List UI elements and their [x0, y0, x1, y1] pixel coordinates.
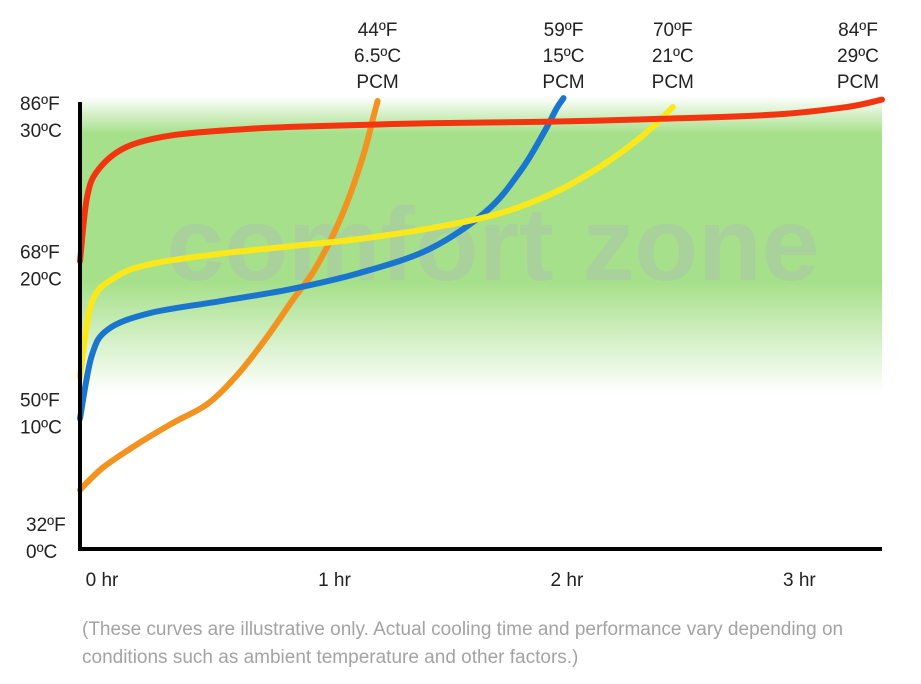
- series-label-4-line-3: PCM: [837, 72, 879, 93]
- series-label-4: 84ºF 29ºC PCM: [837, 20, 879, 93]
- x-tick-label-1: 0 hr: [86, 570, 119, 591]
- y-tick-label-f-4: 32ºF: [26, 515, 66, 536]
- series-label-1-line-2: 6.5ºC: [354, 46, 401, 67]
- series-label-4-line-1: 84ºF: [838, 20, 878, 41]
- series-label-3: 70ºF 21ºC PCM: [652, 20, 694, 93]
- series-label-1-line-1: 44ºF: [358, 20, 398, 41]
- series-label-1: 44ºF 6.5ºC PCM: [354, 20, 401, 93]
- series-line-3: [77, 104, 676, 380]
- series-label-3-line-2: 21ºC: [652, 46, 694, 67]
- series-layer: [77, 95, 885, 493]
- series-label-3-line-1: 70ºF: [653, 20, 693, 41]
- y-tick-label-c-2: 20ºC: [20, 269, 62, 290]
- x-tick-label-4: 3 hr: [783, 570, 816, 591]
- footnote-disclaimer: (These curves are illustrative only. Act…: [82, 619, 844, 668]
- series-label-2-line-2: 15ºC: [543, 46, 585, 67]
- series-label-1-line-3: PCM: [356, 72, 398, 93]
- y-tick-label-f-3: 50ºF: [20, 391, 60, 412]
- series-line-4: [77, 96, 885, 265]
- series-label-2-line-1: 59ºF: [544, 20, 584, 41]
- y-tick-label-c-3: 10ºC: [20, 418, 62, 439]
- x-tick-label-2: 1 hr: [318, 570, 351, 591]
- y-tick-label-c-4: 0ºC: [26, 542, 57, 563]
- y-tick-labels: 86ºF 30ºC 68ºF 20ºC 50ºF 10ºC 32ºF 0ºC: [20, 94, 66, 563]
- series-label-3-line-3: PCM: [652, 72, 694, 93]
- series-line-1: [77, 98, 381, 493]
- series-label-2-line-3: PCM: [542, 72, 584, 93]
- y-tick-label-f-2: 68ºF: [20, 242, 60, 263]
- comfort-zone-band: [80, 96, 882, 394]
- y-tick-label-f-1: 86ºF: [20, 94, 60, 115]
- series-label-4-line-2: 29ºC: [837, 46, 879, 67]
- x-tick-labels: 0 hr 1 hr 2 hr 3 hr: [86, 570, 817, 591]
- series-line-2: [77, 95, 567, 422]
- series-labels: 44ºF 6.5ºC PCM 59ºF 15ºC PCM 70ºF 21ºC PCM 84ºF 29…: [354, 20, 879, 93]
- series-label-2: 59ºF 15ºC PCM: [542, 20, 584, 93]
- x-tick-label-3: 2 hr: [551, 570, 584, 591]
- y-tick-label-c-1: 30ºC: [20, 121, 62, 142]
